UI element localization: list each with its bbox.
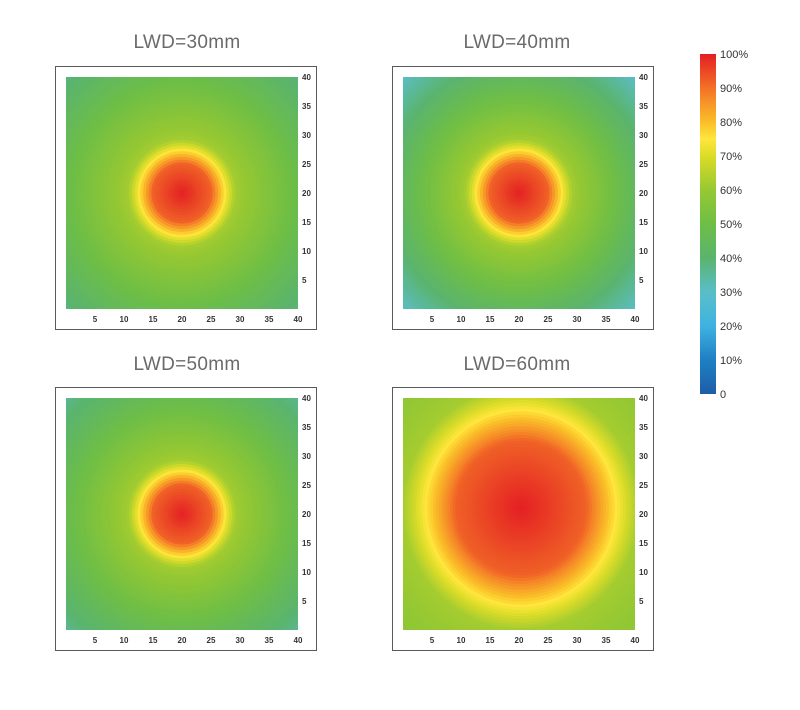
y-tick-label: 15 — [302, 539, 311, 548]
panel-title-2: LWD=40mm — [463, 32, 571, 53]
colorbar-label: 70% — [720, 151, 742, 163]
y-tick-label: 25 — [639, 160, 648, 169]
contour-band — [179, 511, 185, 517]
x-tick-label: 30 — [236, 315, 245, 324]
x-tick-label: 40 — [294, 636, 303, 645]
y-tick-label: 25 — [302, 160, 311, 169]
x-tick-label: 15 — [149, 636, 158, 645]
x-tick-label: 20 — [178, 636, 187, 645]
colorbar-label: 30% — [720, 287, 742, 299]
y-tick-label: 5 — [302, 276, 307, 285]
x-tick-label: 25 — [207, 315, 216, 324]
x-tick-label: 25 — [207, 636, 216, 645]
x-tick-label: 25 — [544, 636, 553, 645]
heatmap-plot-1: 5 10 15 20 25 30 35 40 40 35 30 25 20 15 10 5 — [66, 73, 311, 324]
heatmap-panel-3: 5 10 15 20 25 30 35 40 40 35 30 25 20 15 10 5 — [55, 387, 317, 651]
panel-title-3: LWD=50mm — [133, 354, 241, 375]
x-tick-label: 25 — [544, 315, 553, 324]
colorbar-label: 80% — [720, 117, 742, 129]
y-tick-label: 30 — [302, 131, 311, 140]
x-tick-label: 15 — [149, 315, 158, 324]
x-tick-label: 35 — [265, 636, 274, 645]
y-tick-label: 40 — [302, 73, 311, 82]
heatmap-panel-4: 5 10 15 20 25 30 35 40 40 35 30 25 20 15 10 5 — [392, 387, 654, 651]
heatmap-panel-1: 5 10 15 20 25 30 35 40 40 35 30 25 20 15 10 5 — [55, 66, 317, 330]
heatmap-plot-2: 5 10 15 20 25 30 35 40 40 35 30 25 20 15 10 5 — [403, 73, 648, 324]
x-tick-label: 40 — [631, 636, 640, 645]
y-tick-label: 40 — [639, 73, 648, 82]
y-tick-label: 25 — [302, 481, 311, 490]
y-tick-label: 10 — [639, 568, 648, 577]
y-tick-label: 25 — [639, 481, 648, 490]
x-tick-label: 15 — [486, 636, 495, 645]
colorbar-label: 40% — [720, 253, 742, 265]
heatmap-field-2 — [403, 77, 635, 309]
x-tick-label: 40 — [631, 315, 640, 324]
heatmap-plot-3: 5 10 15 20 25 30 35 40 40 35 30 25 20 15 10 5 — [66, 394, 311, 645]
y-tick-label: 10 — [302, 568, 311, 577]
y-tick-label: 5 — [639, 276, 644, 285]
y-tick-label: 30 — [302, 452, 311, 461]
y-tick-label: 40 — [302, 394, 311, 403]
y-tick-label: 20 — [639, 510, 648, 519]
colorbar: 100% 90% 80% 70% 60% 50% 40% 30% 20% 10% 0 — [700, 49, 748, 401]
colorbar-gradient — [700, 54, 716, 394]
x-tick-label: 10 — [457, 636, 466, 645]
panel-title-4: LWD=60mm — [463, 354, 571, 375]
x-tick-label: 20 — [515, 315, 524, 324]
x-tick-label: 15 — [486, 315, 495, 324]
x-tick-label: 5 — [93, 636, 98, 645]
colorbar-label: 50% — [720, 219, 742, 231]
y-tick-label: 15 — [639, 218, 648, 227]
x-tick-label: 20 — [178, 315, 187, 324]
y-tick-label: 20 — [302, 510, 311, 519]
panel-title-1: LWD=30mm — [133, 32, 241, 53]
contour-band — [518, 505, 524, 511]
x-tick-label: 5 — [430, 636, 435, 645]
y-tick-label: 35 — [302, 423, 311, 432]
x-tick-label: 10 — [457, 315, 466, 324]
y-tick-label: 15 — [639, 539, 648, 548]
contour-band — [179, 190, 185, 196]
x-tick-label: 20 — [515, 636, 524, 645]
y-tick-label: 5 — [302, 597, 307, 606]
y-tick-label: 30 — [639, 452, 648, 461]
colorbar-label: 60% — [720, 185, 742, 197]
y-tick-label: 10 — [302, 247, 311, 256]
x-tick-label: 35 — [602, 315, 611, 324]
colorbar-label: 10% — [720, 355, 742, 367]
heatmap-field-3 — [66, 398, 298, 630]
colorbar-label: 90% — [720, 83, 742, 95]
y-tick-label: 5 — [639, 597, 644, 606]
y-tick-label: 35 — [639, 423, 648, 432]
x-tick-label: 35 — [265, 315, 274, 324]
y-tick-label: 35 — [302, 102, 311, 111]
y-tick-label: 15 — [302, 218, 311, 227]
y-tick-label: 20 — [302, 189, 311, 198]
y-tick-label: 30 — [639, 131, 648, 140]
x-tick-label: 40 — [294, 315, 303, 324]
heatmap-panel-2: 5 10 15 20 25 30 35 40 40 35 30 25 20 15 10 5 — [392, 66, 654, 330]
x-tick-label: 10 — [120, 315, 129, 324]
y-tick-label: 10 — [639, 247, 648, 256]
x-tick-label: 30 — [573, 315, 582, 324]
contour-band — [516, 190, 522, 196]
x-tick-label: 5 — [430, 315, 435, 324]
colorbar-label: 20% — [720, 321, 742, 333]
heatmap-plot-4: 5 10 15 20 25 30 35 40 40 35 30 25 20 15 10 5 — [403, 394, 648, 645]
colorbar-label: 0 — [720, 389, 726, 401]
x-tick-label: 35 — [602, 636, 611, 645]
colorbar-label: 100% — [720, 49, 748, 61]
x-tick-label: 30 — [573, 636, 582, 645]
x-tick-label: 30 — [236, 636, 245, 645]
heatmap-field-1 — [66, 77, 298, 309]
y-tick-label: 20 — [639, 189, 648, 198]
heatmap-field-4 — [403, 398, 635, 630]
x-tick-label: 5 — [93, 315, 98, 324]
y-tick-label: 35 — [639, 102, 648, 111]
y-tick-label: 40 — [639, 394, 648, 403]
x-tick-label: 10 — [120, 636, 129, 645]
